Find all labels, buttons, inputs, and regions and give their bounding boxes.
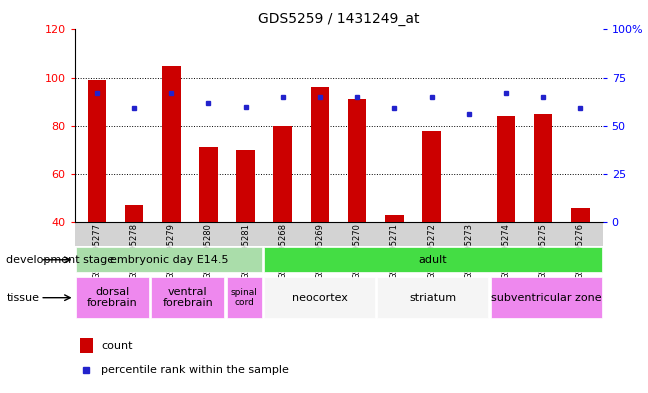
Bar [377,277,489,318]
Bar [162,66,181,222]
Text: neocortex: neocortex [292,293,348,303]
Bar [422,130,441,222]
Text: count: count [101,340,132,351]
Bar [496,116,515,222]
Text: tissue: tissue [6,293,40,303]
Bar [385,215,404,222]
Text: subventricular zone: subventricular zone [491,293,601,303]
Bar [348,99,367,222]
Text: ventral
forebrain: ventral forebrain [162,287,213,309]
Bar [534,114,553,222]
Bar [264,277,375,318]
Text: adult: adult [419,255,447,265]
Bar [87,80,106,222]
Title: GDS5259 / 1431249_at: GDS5259 / 1431249_at [258,12,419,26]
Text: striatum: striatum [410,293,456,303]
Bar [124,205,143,222]
Text: dorsal
forebrain: dorsal forebrain [87,287,137,309]
Bar [76,248,262,272]
Bar [273,126,292,222]
Bar [80,338,93,353]
Bar [571,208,590,222]
Bar [76,277,149,318]
Bar [199,147,218,222]
Text: embryonic day E14.5: embryonic day E14.5 [110,255,228,265]
Bar [227,277,262,318]
Text: percentile rank within the sample: percentile rank within the sample [101,365,289,375]
Bar [151,277,224,318]
Bar [310,87,329,222]
Text: development stage: development stage [6,255,115,265]
Bar [237,150,255,222]
Bar [491,277,601,318]
Text: spinal
cord: spinal cord [231,288,258,307]
Bar [264,248,601,272]
